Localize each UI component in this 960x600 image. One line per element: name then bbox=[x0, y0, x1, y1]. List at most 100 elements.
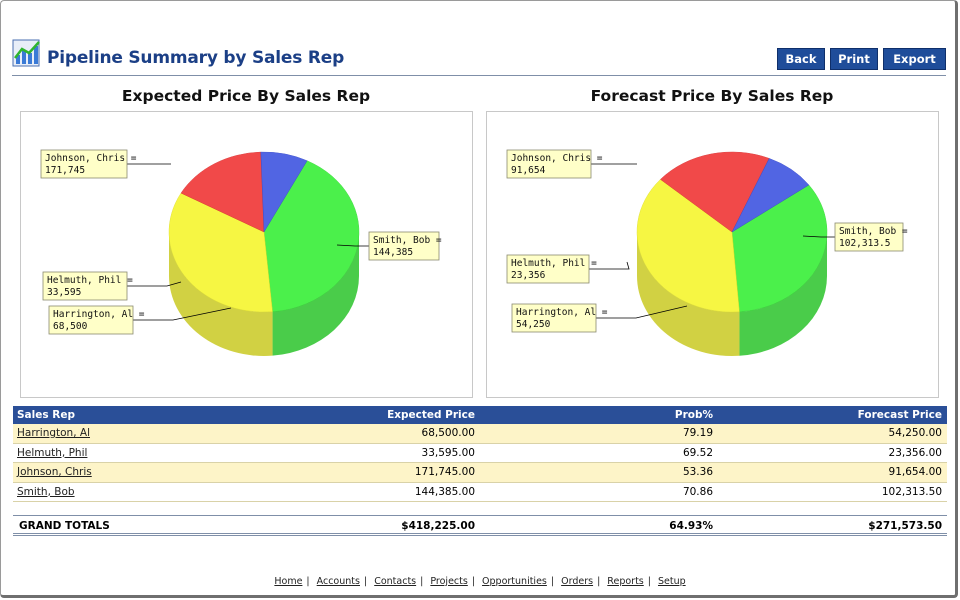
prob-cell: 79.19 bbox=[682, 427, 713, 439]
callout-label: Helmuth, Phil = bbox=[47, 275, 133, 286]
callout-label: Harrington, Al = bbox=[53, 309, 145, 320]
footer-link-orders[interactable]: Orders bbox=[561, 576, 594, 587]
callout-label: Johnson, Chris = bbox=[511, 153, 603, 164]
callout-leader-line bbox=[802, 235, 835, 238]
callout-value: 23,356 bbox=[511, 270, 546, 281]
footer-link-home[interactable]: Home bbox=[274, 576, 303, 587]
expected-price-cell: 68,500.00 bbox=[421, 427, 475, 439]
footer-separator: | bbox=[420, 576, 424, 587]
pie-slice-helmuth-phil[interactable] bbox=[260, 151, 308, 233]
table-row: Johnson, Chris 171,745.00 53.36 91,654.0… bbox=[13, 463, 947, 483]
pipeline-table: Sales Rep Expected Price Prob% Forecast … bbox=[13, 406, 947, 502]
forecast-pie-svg: Johnson, Chris =91,654 Smith, Bob =102,31… bbox=[506, 149, 908, 356]
expected-price-cell: 144,385.00 bbox=[414, 485, 475, 498]
forecast-price-cell: 91,654.00 bbox=[888, 466, 942, 478]
footer-separator: | bbox=[647, 576, 651, 587]
callout-value: 33,595 bbox=[47, 287, 81, 298]
callout-label: Harrington, Al = bbox=[516, 307, 608, 318]
header-forecast-price[interactable]: Forecast Price bbox=[857, 409, 942, 421]
callout-box bbox=[48, 305, 134, 335]
callout-label: Helmuth, Phil = bbox=[511, 258, 597, 269]
footer-separator: | bbox=[550, 576, 555, 587]
callout-leader-line bbox=[596, 305, 688, 319]
callout-leader-line bbox=[336, 244, 369, 247]
pie-side-johnson-chris bbox=[272, 232, 359, 356]
prob-cell: 53.36 bbox=[682, 466, 713, 478]
pie-slice-harrington-al[interactable] bbox=[180, 151, 265, 233]
page-header: Pipeline Summary by Sales Rep Back Print… bbox=[12, 34, 946, 76]
expected-chart-title: Expected Price By Sales Rep bbox=[121, 87, 371, 105]
expected-pie-svg: Johnson, Chris =171,745 Smith, Bob =144,3… bbox=[40, 149, 442, 356]
callout-box bbox=[368, 231, 440, 261]
callout-leader-line bbox=[127, 281, 182, 287]
table-row: Smith, Bob 144,385.00 70.86 102,313.50 bbox=[13, 482, 947, 502]
callout-value: 91,654 bbox=[511, 165, 546, 176]
callout-value: 54,250 bbox=[516, 319, 551, 330]
pie-side-johnson-chris bbox=[739, 232, 827, 356]
callout-box bbox=[511, 303, 597, 333]
footer-link-accounts[interactable]: Accounts bbox=[316, 576, 360, 587]
header-prob[interactable]: Prob% bbox=[674, 409, 713, 421]
callout-label: Johnson, Chris = bbox=[45, 153, 137, 164]
rep-link[interactable]: Harrington, Al bbox=[17, 427, 90, 439]
footer-separator: | bbox=[363, 576, 368, 587]
header-expected-price[interactable]: Expected Price bbox=[387, 409, 475, 421]
forecast-price-cell: 54,250.00 bbox=[888, 427, 942, 439]
callout-leader-line bbox=[589, 261, 630, 270]
table-header-row: Sales Rep Expected Price Prob% Forecast … bbox=[13, 406, 947, 424]
prob-cell: 70.86 bbox=[682, 485, 713, 498]
callout-value: 68,500 bbox=[53, 321, 88, 332]
footer-separator: | bbox=[306, 576, 310, 587]
callout-box bbox=[42, 271, 128, 301]
rep-link[interactable]: Smith, Bob bbox=[17, 485, 75, 498]
pie-side-smith-bob bbox=[637, 232, 740, 356]
forecast-chart-title: Forecast Price By Sales Rep bbox=[590, 87, 834, 105]
page-title: Pipeline Summary by Sales Rep bbox=[47, 48, 345, 68]
expected-price-cell: 33,595.00 bbox=[421, 446, 475, 459]
callout-box bbox=[506, 254, 590, 284]
forecast-price-chart: Johnson, Chris = 91,654 Smith, Bob = 102,31… bbox=[486, 111, 939, 398]
callout-leader-line bbox=[133, 307, 232, 321]
callout-box bbox=[834, 222, 904, 252]
pie-slice-smith-bob[interactable] bbox=[636, 179, 740, 313]
pie-slice-helmuth-phil[interactable] bbox=[731, 158, 810, 233]
table-row: Harrington, Al 68,500.00 79.19 54,250.00 bbox=[13, 424, 947, 444]
footer-link-setup[interactable]: Setup bbox=[657, 576, 686, 587]
header-sales-rep[interactable]: Sales Rep bbox=[17, 409, 75, 421]
forecast-price-cell: 102,313.50 bbox=[881, 485, 942, 498]
forecast-price-cell: 23,356.00 bbox=[888, 446, 942, 459]
grand-totals-row: GRAND TOTALS $418,225.00 64.93% $271,573… bbox=[13, 515, 947, 536]
total-expected-price: $418,225.00 bbox=[401, 520, 475, 532]
footer-link-reports[interactable]: Reports bbox=[607, 576, 644, 587]
rep-link[interactable]: Helmuth, Phil bbox=[17, 446, 88, 459]
callout-label: Smith, Bob = bbox=[373, 235, 442, 246]
export-button[interactable]: Export bbox=[883, 48, 946, 70]
expected-price-cell: 171,745.00 bbox=[414, 466, 475, 478]
total-forecast-price: $271,573.50 bbox=[868, 520, 942, 532]
footer-separator: | bbox=[597, 576, 601, 587]
footer-nav: Home | Accounts | Contacts | Projects | Oppo… bbox=[0, 576, 960, 587]
total-prob: 64.93% bbox=[669, 520, 713, 532]
footer-separator: | bbox=[471, 576, 476, 587]
pie-slice-smith-bob[interactable] bbox=[168, 192, 273, 313]
footer-link-contacts[interactable]: Contacts bbox=[374, 576, 417, 587]
expected-price-chart: Johnson, Chris = 171,745 Smith, Bob = 144,3… bbox=[20, 111, 473, 398]
callout-box bbox=[506, 149, 592, 179]
callout-value: 102,313.5 bbox=[839, 238, 890, 249]
pie-slice-johnson-chris[interactable] bbox=[263, 160, 360, 312]
pie-slice-johnson-chris[interactable] bbox=[731, 184, 828, 313]
callout-value: 171,745 bbox=[45, 165, 85, 176]
grand-totals-label: GRAND TOTALS bbox=[19, 520, 110, 532]
footer-link-projects[interactable]: Projects bbox=[430, 576, 468, 587]
footer-link-opportunities[interactable]: Opportunities bbox=[482, 576, 547, 587]
callout-label: Smith, Bob = bbox=[839, 226, 908, 237]
pie-side-smith-bob bbox=[169, 232, 273, 356]
print-button[interactable]: Print bbox=[830, 48, 878, 70]
chart-app-icon bbox=[12, 39, 40, 67]
callout-box bbox=[40, 149, 128, 179]
rep-link[interactable]: Johnson, Chris bbox=[17, 466, 92, 478]
prob-cell: 69.52 bbox=[682, 446, 713, 459]
callout-value: 144,385 bbox=[373, 247, 413, 258]
back-button[interactable]: Back bbox=[777, 48, 825, 70]
table-row: Helmuth, Phil 33,595.00 69.52 23,356.00 bbox=[13, 443, 947, 463]
